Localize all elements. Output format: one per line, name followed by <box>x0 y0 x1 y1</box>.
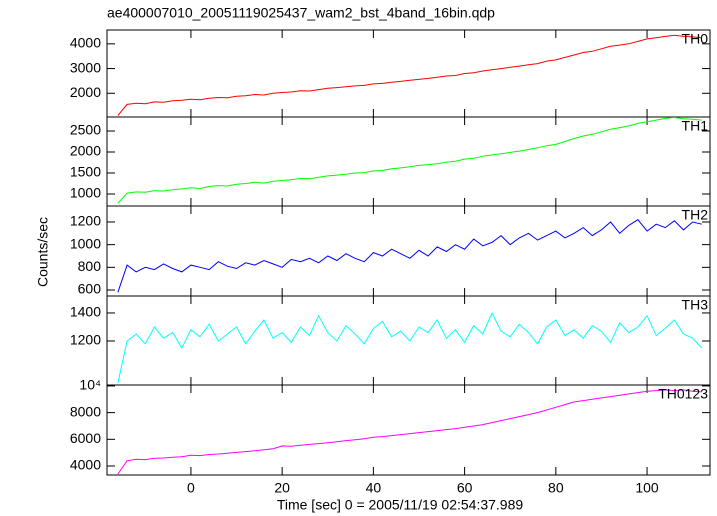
legend-label: TH1 <box>682 118 709 134</box>
x-tick-label: 20 <box>274 480 290 496</box>
light-curve <box>117 34 702 116</box>
y-tick-label: 1200 <box>70 332 101 348</box>
light-curve <box>117 219 702 293</box>
y-tick-label: 1400 <box>70 304 101 320</box>
panel-frame <box>106 384 711 476</box>
x-tick-label: 60 <box>457 480 473 496</box>
y-axis-label: Counts/sec <box>35 217 51 287</box>
light-curve <box>117 116 702 204</box>
x-tick-label: 100 <box>635 480 659 496</box>
x-tick-label: 40 <box>366 480 382 496</box>
y-tick-label: 1000 <box>70 185 101 201</box>
light-curve <box>117 311 703 384</box>
light-curve <box>117 389 702 475</box>
y-tick-label: 600 <box>78 281 102 297</box>
y-tick-label: 1000 <box>70 235 101 251</box>
y-tick-label: 1500 <box>70 164 101 180</box>
x-axis-label: Time [sec] 0 = 2005/11/19 02:54:37.989 <box>277 497 524 513</box>
legend-label: TH0123 <box>658 386 708 402</box>
legend-label: TH2 <box>682 207 709 223</box>
y-tick-label: 10⁴ <box>79 377 101 393</box>
y-tick-label: 1200 <box>70 213 101 229</box>
x-tick-label: 0 <box>187 480 195 496</box>
y-tick-label: 8000 <box>70 403 101 419</box>
y-tick-label: 3000 <box>70 59 101 75</box>
y-tick-label: 6000 <box>70 430 101 446</box>
chart-title: ae400007010_20051119025437_wam2_bst_4ban… <box>107 5 495 21</box>
y-tick-label: 2000 <box>70 84 101 100</box>
legend-label: TH3 <box>682 297 709 313</box>
y-tick-label: 4000 <box>70 457 101 473</box>
y-tick-label: 2500 <box>70 122 101 138</box>
y-tick-label: 2000 <box>70 143 101 159</box>
x-tick-label: 80 <box>548 480 564 496</box>
y-tick-label: 4000 <box>70 35 101 51</box>
legend-label: TH0 <box>682 31 709 47</box>
y-tick-label: 800 <box>78 258 102 274</box>
